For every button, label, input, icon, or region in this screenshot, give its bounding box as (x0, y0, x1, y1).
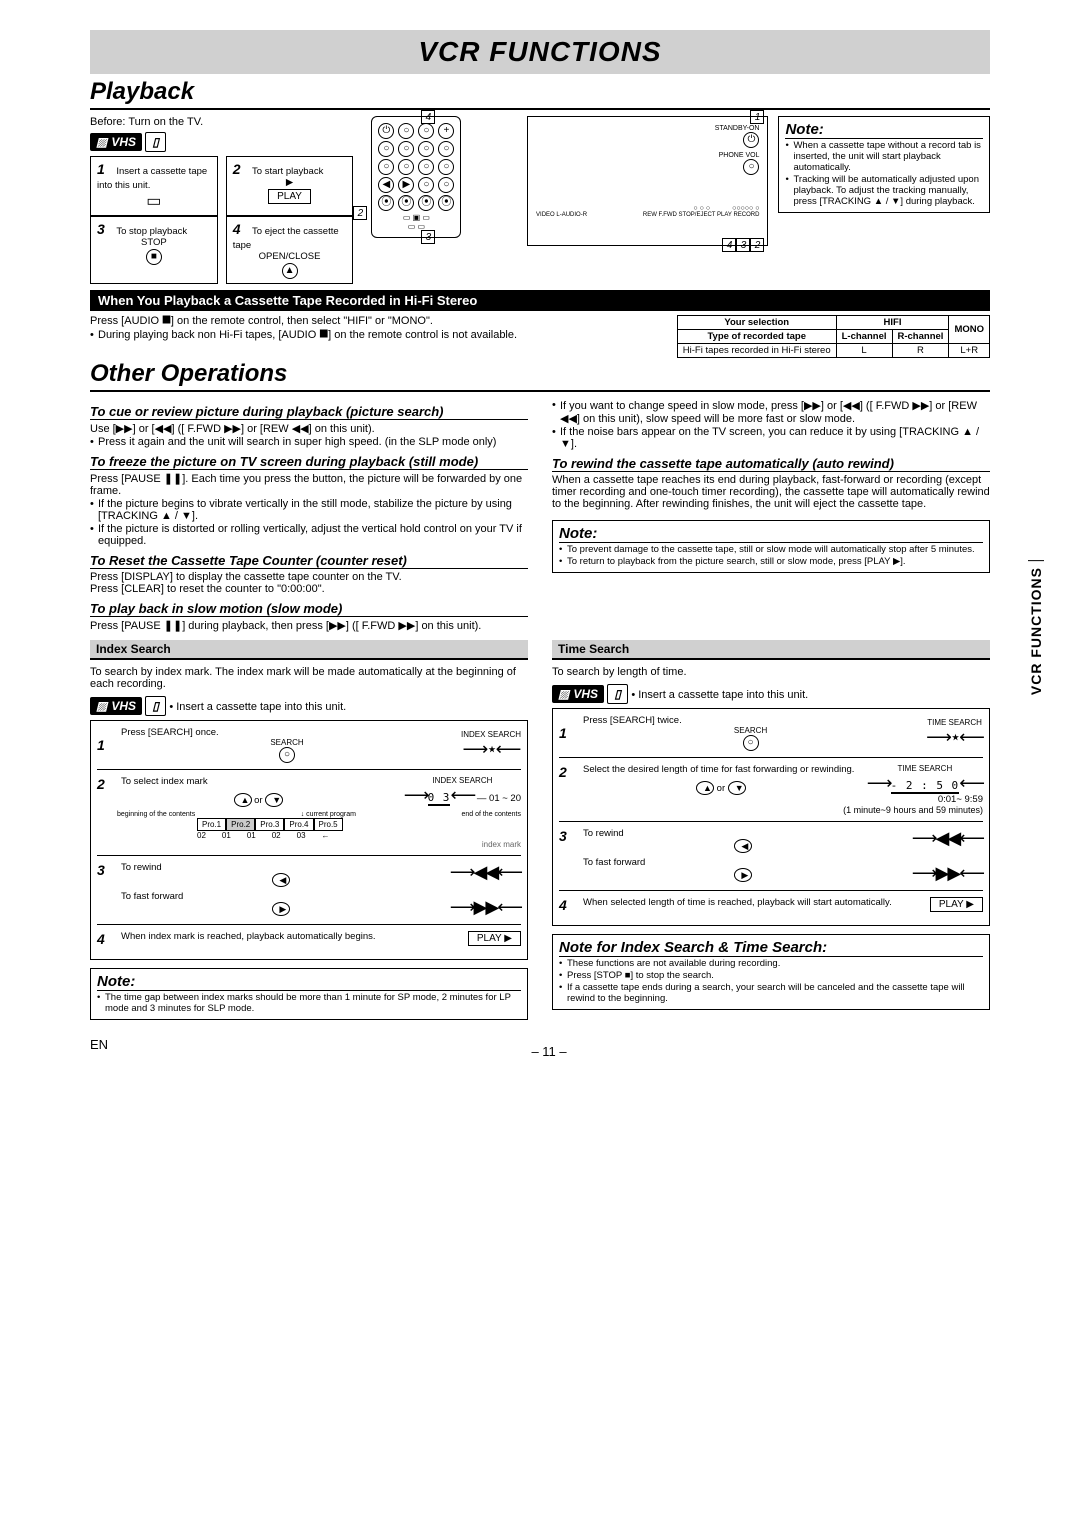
audio-table: Your selection HIFI MONO Type of recorde… (677, 315, 990, 358)
subh-cue: To cue or review picture during playback… (90, 404, 528, 420)
before-text: Before: Turn on the TV. (90, 116, 353, 128)
vhs-badge-3: ▨ VHS (552, 685, 604, 703)
other-heading: Other Operations (90, 360, 990, 392)
playback-note: Note: When a cassette tape without a rec… (778, 116, 990, 213)
hifi-text1: Press [AUDIO ⯀] on the remote control, t… (90, 315, 669, 328)
subh-rewind: To rewind the cassette tape automaticall… (552, 456, 990, 472)
title-bar: VCR FUNCTIONS (90, 30, 990, 74)
subh-freeze: To freeze the picture on TV screen durin… (90, 454, 528, 470)
hifi-band: When You Playback a Cassette Tape Record… (90, 290, 990, 311)
other-note: Note: To prevent damage to the cassette … (552, 520, 990, 573)
sidebar-tab: VCR FUNCTIONS (1028, 560, 1044, 695)
remote-badge: ▯ (145, 132, 166, 152)
page-number: – 11 – (531, 1044, 566, 1059)
vhs-badge: ▨ VHS (90, 133, 142, 151)
subh-slow: To play back in slow motion (slow mode) (90, 601, 528, 617)
step-1: 1 Insert a cassette tape into this unit.… (90, 156, 218, 216)
subh-reset: To Reset the Cassette Tape Counter (coun… (90, 553, 528, 569)
callout-4: 4 (421, 110, 435, 124)
index-band: Index Search (90, 640, 528, 660)
hifi-text2: During playing back non Hi-Fi tapes, [AU… (90, 329, 669, 342)
step-3: 3 To stop playback STOP ■ (90, 216, 218, 284)
callout-3: 3 (421, 230, 435, 244)
time-note: Note for Index Search & Time Search: The… (552, 934, 990, 1010)
time-band: Time Search (552, 640, 990, 660)
lang-label: EN (90, 1037, 108, 1052)
time-steps: 1 Press [SEARCH] twice. SEARCH ○ TIME SE… (552, 708, 990, 926)
index-steps: 1 Press [SEARCH] once. SEARCH ○ INDEX SE… (90, 720, 528, 960)
playback-heading: Playback (90, 78, 990, 110)
page-title: VCR FUNCTIONS (90, 36, 990, 68)
step-4: 4 To eject the cassette tape OPEN/CLOSE … (226, 216, 354, 284)
callout-1: 1 (750, 110, 764, 124)
front-panel-diagram: STANDBY-ON ⏻ PHONE VOL ○ ○○○ ○○○○○ ○ VID… (527, 116, 768, 246)
remote-diagram: ⏻○○+ ○○○○ ○○○○ ◀▶○○ ⦿⦿⦿⦿ ▭ ▣ ▭ ▭ ▭ (371, 116, 461, 238)
vhs-badge-2: ▨ VHS (90, 697, 142, 715)
callout-2: 2 (353, 206, 367, 220)
step-2: 2 To start playback ▶ PLAY (226, 156, 354, 216)
index-note: Note: The time gap between index marks s… (90, 968, 528, 1020)
